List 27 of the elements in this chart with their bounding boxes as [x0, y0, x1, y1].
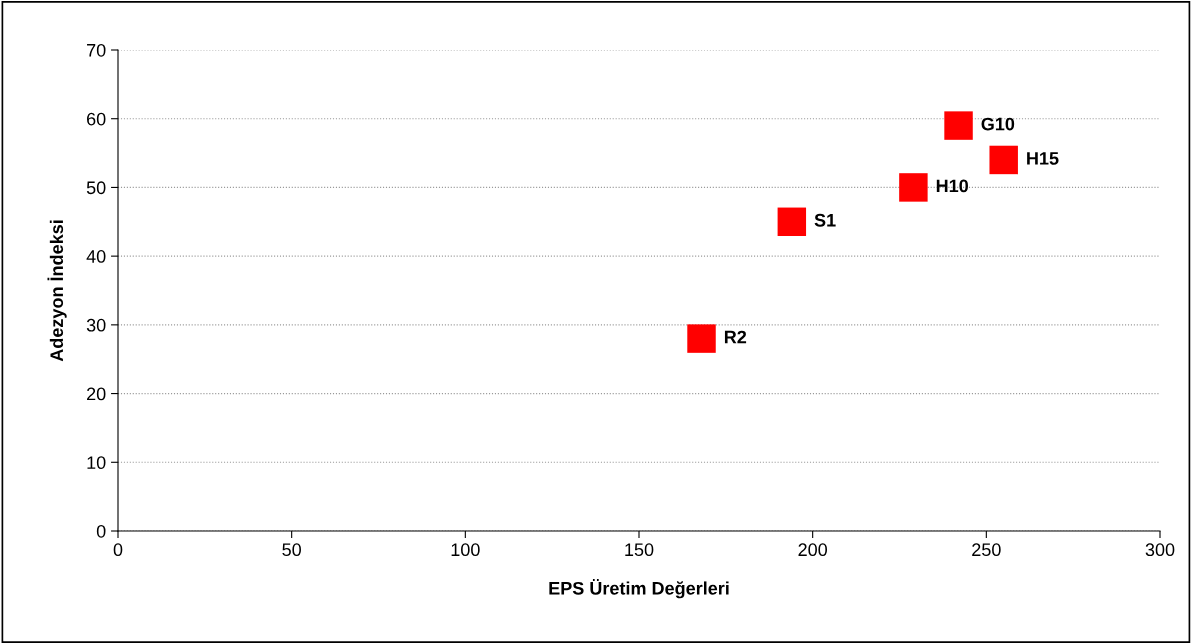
y-tick-label: 70 — [87, 43, 106, 57]
x-tick-label: 250 — [972, 543, 1001, 557]
y-tick-label: 0 — [96, 524, 106, 538]
point — [687, 324, 716, 353]
y-tick-label: 50 — [86, 181, 106, 195]
point — [777, 207, 807, 237]
annotation: H10 — [936, 179, 968, 193]
y-tick-label: 40 — [86, 250, 106, 263]
y-axis-title: Adezyon İndeksi — [47, 220, 67, 362]
point — [989, 145, 1018, 175]
point — [899, 173, 928, 202]
y-tick-label: 60 — [87, 112, 106, 126]
y-tick-label: 10 — [87, 456, 106, 470]
x-tick-label: 150 — [625, 543, 654, 557]
x-tick-label: 300 — [1145, 543, 1175, 557]
x-tick-label: 50 — [282, 543, 301, 557]
annotation: S1 — [814, 213, 836, 227]
x-tick-label: 100 — [451, 543, 480, 557]
y-tick-label: 30 — [86, 318, 106, 332]
point — [944, 111, 973, 140]
x-axis-title: EPS Üretim Değerleri — [549, 579, 729, 599]
x-tick-label: 200 — [798, 543, 828, 557]
annotation: H15 — [1027, 152, 1059, 165]
annotation: G10 — [981, 117, 1015, 131]
annotation: R2 — [724, 330, 747, 344]
x-tick-label: 0 — [113, 543, 123, 557]
y-tick-label: 20 — [87, 387, 106, 401]
